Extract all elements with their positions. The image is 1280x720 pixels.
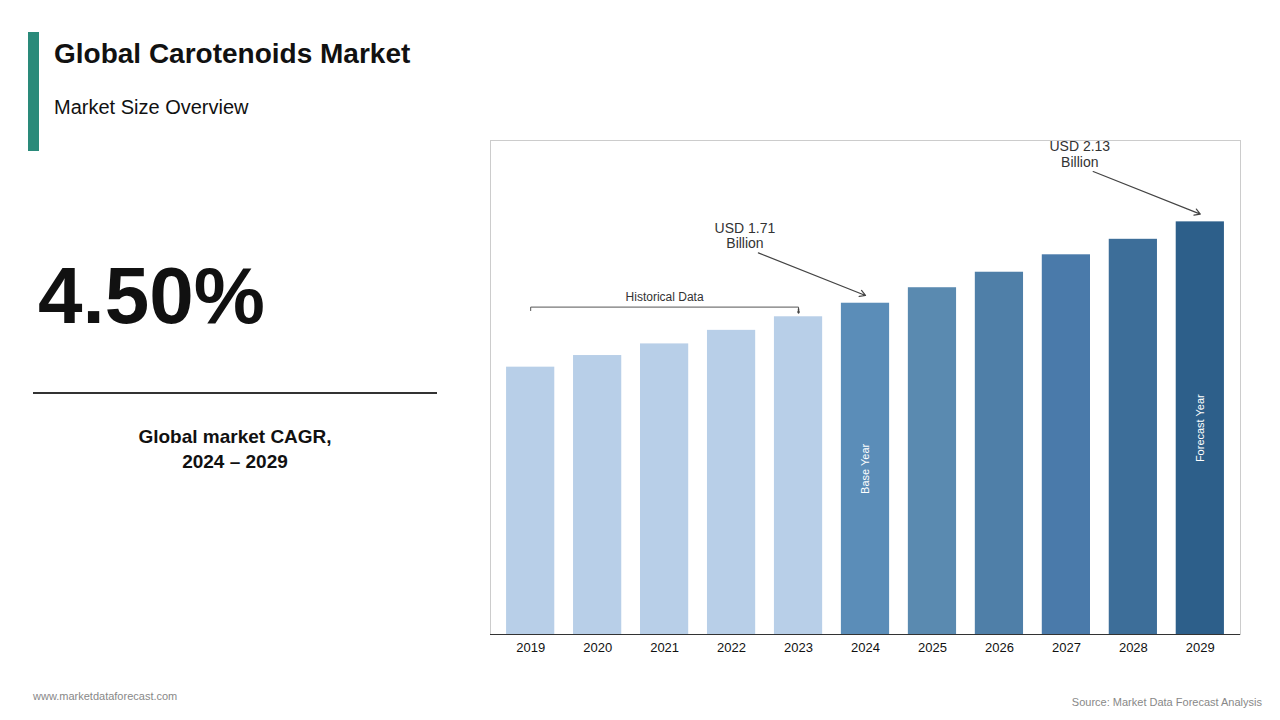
svg-text:Historical Data: Historical Data — [626, 290, 704, 304]
html-text:Market Size Overview: Market Size Overview — [54, 96, 249, 118]
svg-text:Base Year: Base Year — [859, 443, 871, 493]
html-text:www.marketdataforecast.com: www.marketdataforecast.com — [33, 690, 178, 702]
svg-text:Forecast Year: Forecast Year — [1194, 394, 1206, 462]
svg-text:USD 1.71Billion: USD 1.71Billion — [715, 220, 776, 251]
html-text:4.50%: 4.50% — [38, 251, 265, 340]
svg-text:2020: 2020 — [583, 640, 612, 655]
html-text:Global market CAGR, 2024 – 202: Global market CAGR, 2024 – 2029 — [138, 426, 332, 472]
svg-text:2022: 2022 — [717, 640, 746, 655]
svg-text:2023: 2023 — [784, 640, 813, 655]
svg-text:2025: 2025 — [918, 640, 947, 655]
svg-text:2026: 2026 — [985, 640, 1014, 655]
html-text:Global Carotenoids Market: Global Carotenoids Market — [54, 38, 411, 69]
html-text:Source: Market Data Forecast A: Source: Market Data Forecast Analysis — [1071, 696, 1262, 708]
svg-text:2027: 2027 — [1052, 640, 1081, 655]
svg-text:USD 2.13Billion: USD 2.13Billion — [1049, 138, 1110, 169]
svg-text:2028: 2028 — [1119, 640, 1148, 655]
svg-text:2024: 2024 — [851, 640, 880, 655]
svg-text:2019: 2019 — [516, 640, 545, 655]
svg-text:2029: 2029 — [1186, 640, 1215, 655]
svg-text:2021: 2021 — [650, 640, 679, 655]
